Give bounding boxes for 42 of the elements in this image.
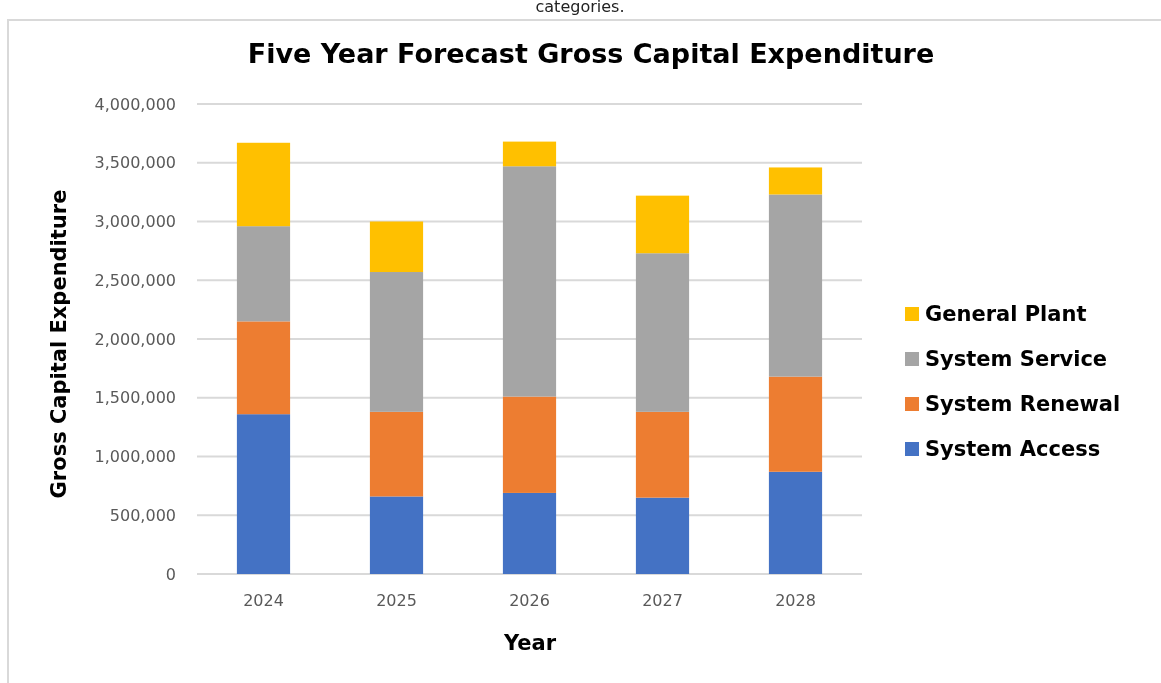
y-tick-label: 2,000,000 — [94, 329, 176, 349]
x-tick-label: 2024 — [243, 591, 284, 610]
legend-label: General Plant — [925, 302, 1087, 327]
bar — [369, 411, 424, 497]
x-axis-title: Year — [502, 631, 557, 655]
bar — [369, 221, 424, 273]
bar — [635, 497, 690, 574]
y-tick-label: 500,000 — [109, 505, 176, 525]
y-tick-label: 1,000,000 — [94, 447, 176, 467]
bar — [236, 414, 291, 574]
y-tick-label: 3,000,000 — [94, 212, 176, 232]
bar — [369, 496, 424, 574]
y-tick-label: 0 — [165, 564, 176, 584]
x-tick-label: 2026 — [509, 591, 550, 610]
legend-label: System Access — [925, 437, 1101, 462]
bar — [768, 167, 823, 195]
y-axis-title: Gross Capital Expenditure — [47, 189, 71, 499]
bar — [502, 396, 557, 493]
bar — [768, 471, 823, 574]
bar — [635, 253, 690, 412]
bar — [236, 321, 291, 415]
y-tick-label: 3,500,000 — [94, 153, 176, 173]
x-tick-label: 2025 — [376, 591, 417, 610]
bar — [768, 376, 823, 472]
legend-label: System Service — [925, 347, 1108, 372]
chart-title: Five Year Forecast Gross Capital Expenditure — [247, 38, 935, 69]
bar — [768, 194, 823, 377]
bar — [635, 411, 690, 498]
bar — [635, 195, 690, 254]
x-tick-label: 2027 — [642, 591, 683, 610]
y-tick-label: 1,500,000 — [94, 388, 176, 408]
bar — [502, 166, 557, 397]
bar — [236, 142, 291, 227]
bar — [502, 141, 557, 167]
text: categories. — [535, 0, 625, 16]
bar — [369, 272, 424, 412]
legend-label: System Renewal — [925, 392, 1121, 417]
y-tick-label: 4,000,000 — [94, 94, 176, 114]
x-tick-label: 2028 — [775, 591, 816, 610]
bar — [236, 226, 291, 322]
y-tick-label: 2,500,000 — [94, 270, 176, 290]
bar — [502, 492, 557, 574]
